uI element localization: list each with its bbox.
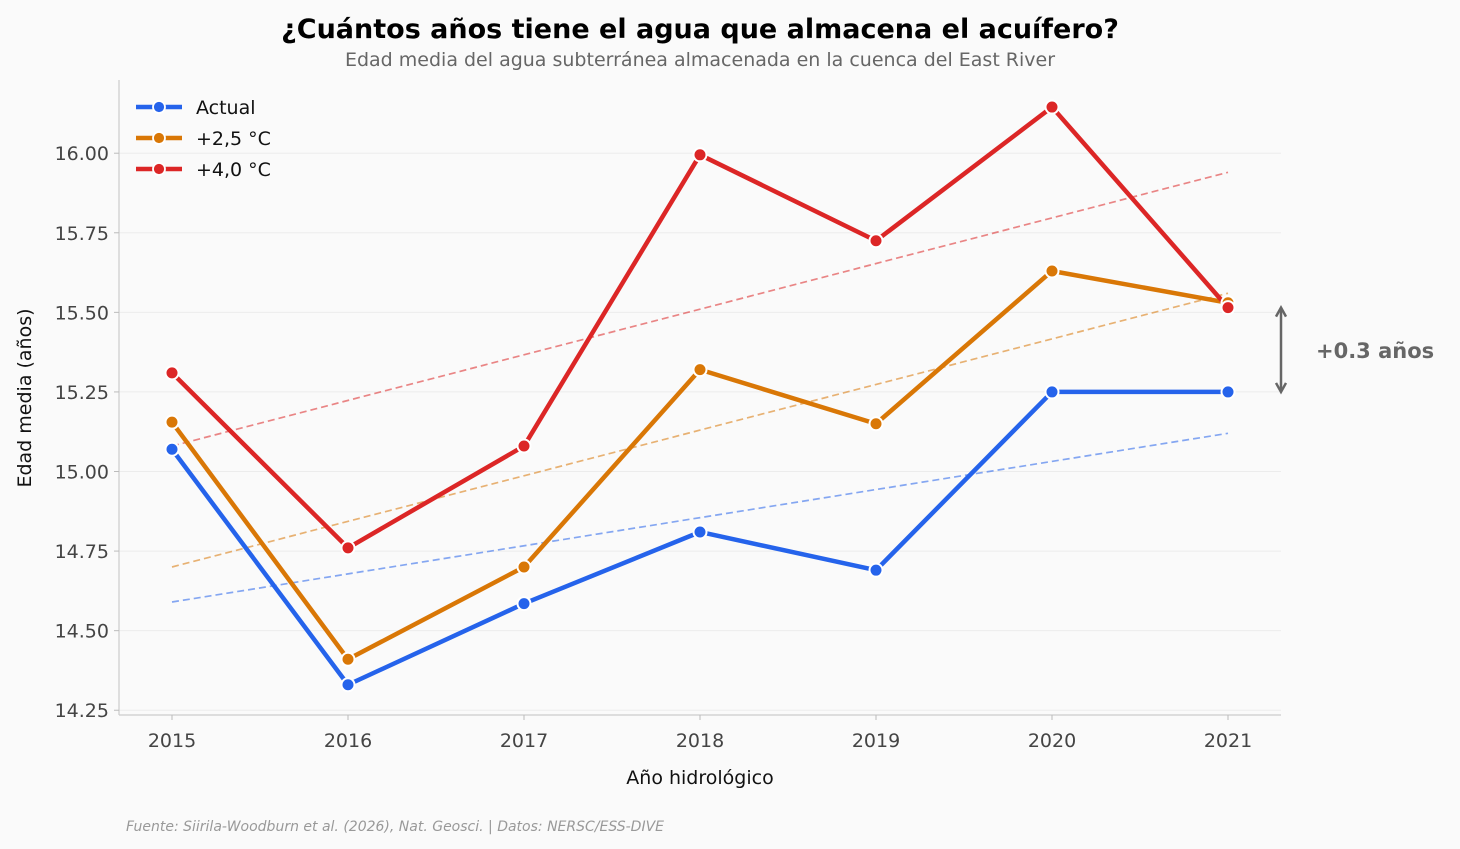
data-point	[692, 362, 708, 378]
x-tick-label: 2017	[500, 730, 548, 752]
gridlines	[119, 152, 1281, 711]
legend: Actual +2,5 °C +4,0 °C	[136, 97, 271, 181]
legend-swatch-marker	[152, 131, 166, 145]
series-line	[169, 104, 1231, 551]
data-point	[516, 559, 532, 575]
trend-line	[171, 171, 1229, 447]
chart-title: ¿Cuántos años tiene el agua que almacena…	[281, 14, 1119, 45]
y-axis-ticks: 14.25 14.50 14.75 15.00 15.25 15.50 15.75 16.00	[55, 143, 119, 722]
y-tick-label: 14.25	[55, 700, 109, 722]
legend-swatch-marker	[152, 100, 166, 114]
y-tick-label: 15.25	[55, 382, 109, 404]
trend-line	[171, 432, 1229, 603]
difference-annotation: +0.3 años	[1274, 305, 1434, 395]
x-tick-label: 2020	[1028, 730, 1076, 752]
data-point	[164, 365, 180, 381]
data-point	[1044, 384, 1060, 400]
data-point	[340, 651, 356, 667]
y-tick-label: 15.75	[55, 223, 109, 245]
annotation-label: +0.3 años	[1316, 339, 1434, 363]
annotation-arrow-head-bottom	[1274, 382, 1288, 395]
data-point	[868, 562, 884, 578]
series-lines	[169, 104, 1231, 688]
trend-lines	[171, 171, 1229, 603]
source-note: Fuente: Siirila-Woodburn et al. (2026), …	[126, 819, 664, 835]
y-axis-label: Edad media (años)	[14, 308, 36, 487]
y-tick-label: 14.50	[55, 621, 109, 643]
y-tick-label: 14.75	[55, 541, 109, 563]
x-axis-ticks: 2015 2016 2017 2018 2019 2020 2021	[148, 715, 1252, 752]
data-point	[868, 416, 884, 432]
chart-subtitle: Edad media del agua subterránea almacena…	[345, 49, 1055, 71]
data-point	[164, 441, 180, 457]
data-point	[1220, 300, 1236, 316]
y-tick-label: 15.00	[55, 462, 109, 484]
y-tick-label: 15.50	[55, 302, 109, 324]
data-point	[516, 438, 532, 454]
data-point	[516, 596, 532, 612]
series-line	[169, 268, 1231, 662]
x-tick-label: 2019	[852, 730, 900, 752]
annotation-arrow-head-top	[1274, 305, 1288, 318]
legend-label: +4,0 °C	[196, 159, 271, 181]
x-tick-label: 2018	[676, 730, 724, 752]
data-point	[868, 233, 884, 249]
data-point	[164, 414, 180, 430]
x-tick-label: 2021	[1204, 730, 1252, 752]
legend-label: +2,5 °C	[196, 128, 271, 150]
x-axis-label: Año hidrológico	[626, 767, 773, 789]
data-point	[1044, 99, 1060, 115]
axes	[118, 80, 1281, 716]
legend-swatch-marker	[152, 162, 166, 176]
data-point	[340, 677, 356, 693]
data-point	[1220, 384, 1236, 400]
data-point	[692, 147, 708, 163]
data-point	[692, 524, 708, 540]
legend-label: Actual	[196, 97, 256, 119]
x-tick-label: 2015	[148, 730, 196, 752]
data-point	[1044, 263, 1060, 279]
trend-line	[171, 292, 1229, 568]
data-point	[340, 540, 356, 556]
y-tick-label: 16.00	[55, 143, 109, 165]
data-points	[164, 99, 1236, 693]
x-tick-label: 2016	[324, 730, 372, 752]
